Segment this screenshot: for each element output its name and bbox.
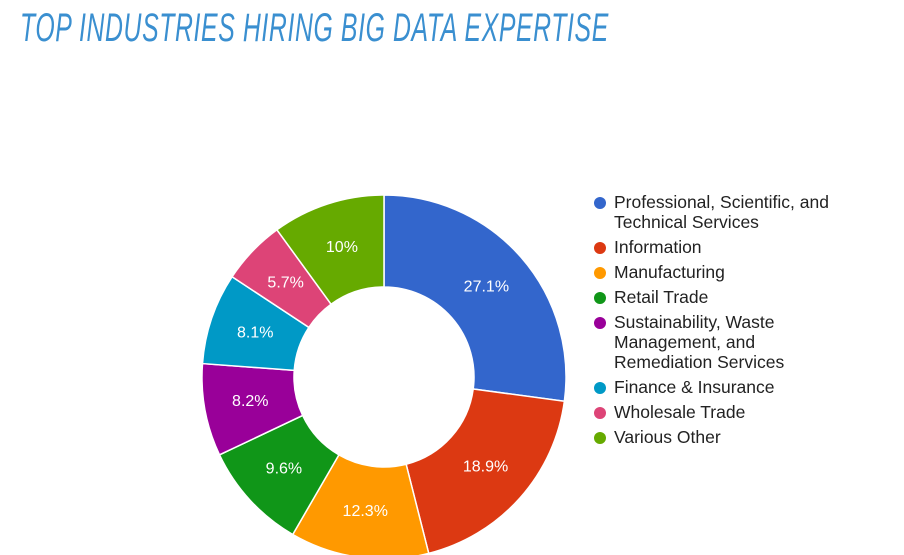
legend-item: Sustainability, Waste Management, and Re…: [592, 312, 842, 372]
legend-label: Various Other: [614, 427, 721, 447]
legend-label: Professional, Scientific, and Technical …: [614, 192, 829, 232]
donut-slice: [405, 388, 566, 555]
data-label: 9.6%: [266, 460, 302, 477]
data-label: 10%: [326, 239, 358, 256]
data-label: 18.9%: [463, 459, 508, 476]
legend-swatch: [594, 407, 606, 419]
legend-label: Information: [614, 237, 702, 257]
legend-swatch: [594, 382, 606, 394]
legend-swatch: [594, 267, 606, 279]
chart-title: TOP INDUSTRIES HIRING BIG DATA EXPERTISE: [20, 6, 609, 50]
data-label: 8.2%: [232, 393, 268, 410]
legend-swatch: [594, 292, 606, 304]
legend-item: Finance & Insurance: [592, 377, 842, 397]
legend-swatch: [594, 242, 606, 254]
legend-item: Various Other: [592, 427, 842, 447]
donut-slice: [275, 194, 385, 306]
legend-label: Finance & Insurance: [614, 377, 775, 397]
legend: Professional, Scientific, and Technical …: [592, 192, 842, 452]
data-label: 5.7%: [267, 274, 303, 291]
legend-swatch: [594, 197, 606, 209]
legend-label: Wholesale Trade: [614, 402, 746, 422]
legend-swatch: [594, 432, 606, 444]
legend-swatch: [594, 317, 606, 329]
legend-item: Retail Trade: [592, 287, 842, 307]
legend-label: Retail Trade: [614, 287, 709, 307]
data-label: 12.3%: [343, 503, 388, 520]
legend-label: Manufacturing: [614, 262, 725, 282]
legend-item: Manufacturing: [592, 262, 842, 282]
legend-item: Information: [592, 237, 842, 257]
data-label: 8.1%: [237, 324, 273, 341]
donut-slice: [383, 194, 567, 403]
legend-item: Professional, Scientific, and Technical …: [592, 192, 842, 232]
data-label: 27.1%: [464, 279, 509, 296]
legend-item: Wholesale Trade: [592, 402, 842, 422]
legend-label: Sustainability, Waste Management, and Re…: [614, 312, 785, 372]
